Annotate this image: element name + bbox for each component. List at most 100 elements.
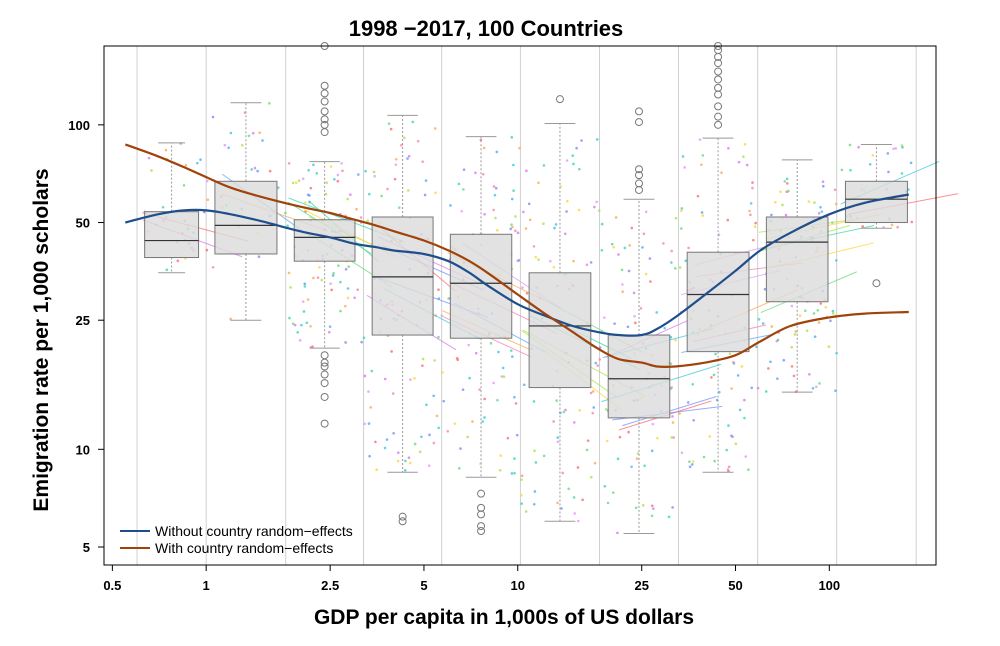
data-point (513, 395, 516, 399)
data-point (420, 435, 423, 439)
data-point (383, 446, 387, 450)
data-point (560, 507, 563, 510)
box-iqr (765, 216, 829, 303)
y-tick-label: 10 (76, 442, 90, 457)
x-axis: 0.5 1 2.5 5 10 25 50 100 (103, 565, 840, 593)
data-point (819, 302, 823, 305)
data-point (312, 276, 315, 280)
data-point (337, 264, 340, 267)
data-point (527, 202, 531, 206)
x-tick-label: 2.5 (321, 578, 339, 593)
outlier-point (714, 102, 723, 111)
data-point (630, 226, 634, 230)
data-point (820, 210, 824, 213)
data-point (524, 227, 528, 230)
data-point (164, 148, 168, 152)
data-point (627, 430, 630, 434)
outlier-point (320, 392, 329, 401)
data-point (520, 478, 523, 481)
data-point (435, 414, 439, 418)
outlier-point (634, 185, 643, 194)
data-point (576, 466, 580, 469)
data-point (556, 436, 560, 439)
data-point (745, 163, 749, 167)
data-point (329, 282, 332, 286)
data-point (467, 343, 470, 347)
data-point (770, 213, 773, 217)
data-point (612, 491, 615, 494)
data-point (616, 531, 619, 535)
data-point (510, 197, 514, 201)
outlier-point (714, 75, 723, 84)
data-point (690, 463, 694, 466)
data-point (396, 451, 400, 455)
data-point (792, 374, 796, 378)
data-point (289, 286, 292, 289)
data-point (375, 468, 378, 471)
data-point (346, 296, 350, 300)
data-point (644, 272, 648, 276)
data-point (770, 325, 774, 328)
outlier-point (320, 419, 329, 428)
y-tick-label: 100 (68, 118, 90, 133)
data-point (492, 185, 496, 188)
data-point (502, 375, 506, 379)
data-point (509, 349, 513, 352)
x-tick-label: 10 (511, 578, 525, 593)
data-point (680, 207, 684, 210)
data-point (184, 163, 188, 167)
data-point (610, 242, 614, 246)
data-point (827, 345, 831, 348)
data-point (680, 209, 683, 213)
data-point (363, 374, 367, 378)
data-point (701, 214, 705, 217)
data-point (738, 408, 742, 412)
data-point (824, 306, 828, 309)
data-point (500, 375, 504, 378)
data-point (751, 181, 754, 184)
x-tick-label: 25 (634, 578, 648, 593)
data-point (818, 382, 821, 385)
data-point (750, 386, 754, 390)
data-point (813, 335, 817, 338)
data-point (229, 131, 233, 135)
data-point (357, 173, 360, 176)
data-point (462, 168, 466, 171)
data-point (356, 288, 360, 291)
data-point (493, 193, 497, 197)
data-point (564, 408, 567, 412)
outlier-point (634, 171, 643, 180)
box-iqr (144, 211, 200, 259)
data-point (229, 317, 232, 321)
data-point (528, 218, 532, 222)
data-point (743, 416, 746, 420)
data-point (459, 447, 462, 450)
data-point (510, 136, 514, 139)
data-point (147, 156, 151, 160)
data-point (834, 259, 838, 262)
data-point (367, 422, 371, 425)
box-plot (607, 107, 671, 535)
data-point (253, 166, 257, 170)
data-point (421, 160, 424, 163)
data-point (287, 271, 291, 275)
data-point (756, 386, 760, 390)
data-point (522, 210, 525, 214)
data-point (525, 169, 528, 173)
data-point (373, 174, 377, 178)
data-point (680, 227, 683, 230)
data-point (663, 326, 667, 330)
data-point (600, 249, 604, 252)
outlier-point (555, 95, 564, 104)
data-point (396, 459, 400, 463)
data-point (774, 200, 777, 204)
data-point (466, 435, 469, 439)
data-point (293, 323, 297, 327)
data-point (296, 330, 300, 334)
data-point (340, 162, 343, 165)
data-point (744, 455, 748, 458)
data-point (182, 184, 186, 187)
data-point (595, 200, 599, 204)
data-point (831, 309, 835, 313)
